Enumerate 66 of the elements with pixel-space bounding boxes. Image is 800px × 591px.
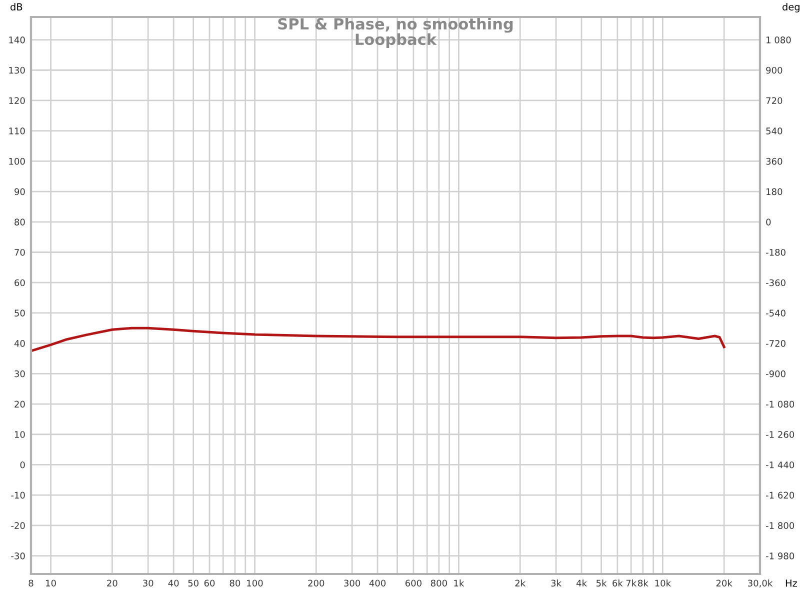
x-tick-label: 8 [28, 580, 34, 587]
x-tick-label: 600 [405, 580, 422, 587]
y2-tick-label: -1 260 [766, 431, 794, 438]
y2-tick-label: -1 080 [766, 400, 794, 408]
y-tick-label: 50 [14, 310, 25, 317]
x-tick-label: 5k [596, 580, 607, 587]
x-tick-label: 10k [655, 580, 672, 587]
y2-tick-label: -900 [766, 370, 786, 378]
x-tick-label: 100 [247, 580, 263, 587]
y2-tick-label: -1 800 [766, 522, 794, 529]
x-tick-label: 200 [308, 580, 324, 587]
y-tick-label: 80 [14, 218, 25, 226]
y2-tick-label: -1 620 [766, 492, 794, 499]
y2-tick-label: 180 [766, 188, 782, 196]
y2-tick-label: -540 [766, 310, 786, 317]
y-axis-title: dB [10, 3, 22, 11]
x-tick-label: 20k [716, 580, 732, 587]
x-tick-label: 20 [107, 580, 118, 587]
y2-tick-label: 900 [766, 66, 782, 74]
y-tick-label: 110 [9, 128, 25, 134]
y2-tick-label: -720 [766, 340, 786, 347]
y-tick-label: -10 [11, 492, 25, 499]
y2-tick-label: 540 [766, 128, 782, 134]
y2-axis-title: deg [782, 3, 800, 12]
x-axis-title: Hz [786, 580, 797, 587]
y-tick-label: 20 [14, 400, 25, 408]
x-tick-label: 10 [46, 580, 56, 587]
x-tick-label: 7k [626, 580, 637, 586]
y-tick-label: 100 [9, 158, 25, 165]
chart-title: SPL & Phase, no smoothing [278, 18, 513, 33]
y2-tick-label: -360 [766, 279, 786, 286]
x-tick-label: 60 [204, 580, 215, 587]
y2-tick-label: -180 [766, 248, 786, 256]
y2-tick-label: 360 [766, 158, 782, 165]
x-tick-label: 30 [143, 580, 154, 587]
y-tick-label: -20 [11, 522, 25, 529]
x-tick-label: 50 [188, 580, 198, 587]
x-tick-label: 40 [168, 580, 179, 587]
y2-tick-label: -1 980 [766, 552, 794, 560]
y-tick-label: 140 [9, 36, 25, 44]
y2-tick-label: -1 440 [766, 461, 794, 468]
x-tick-label: 30,0k [748, 580, 773, 588]
y2-tick-label: 1 080 [766, 36, 791, 44]
x-tick-label: 80 [230, 580, 240, 587]
y2-tick-label: 720 [766, 97, 782, 104]
y-tick-label: 30 [14, 370, 25, 378]
x-tick-label: 800 [430, 580, 447, 587]
y2-tick-label: 0 [766, 218, 771, 226]
y-tick-label: -30 [11, 552, 25, 560]
text: Loopback [356, 33, 437, 48]
y-tick-label: 40 [14, 340, 25, 347]
x-tick-label: 1k [454, 580, 464, 586]
x-tick-label: 3k [551, 580, 562, 587]
x-tick-label: 6k [612, 580, 623, 587]
y-tick-label: 60 [14, 279, 25, 286]
x-tick-label: 400 [369, 580, 386, 587]
y-tick-label: 0 [20, 461, 25, 468]
y-tick-label: 130 [9, 66, 25, 74]
y-tick-label: 90 [14, 188, 25, 196]
x-tick-label: 4k [576, 580, 587, 586]
y-tick-label: 120 [9, 97, 25, 104]
x-tick-label: 8k [638, 580, 648, 587]
x-tick-label: 2k [515, 580, 526, 586]
x-tick-label: 300 [344, 580, 360, 587]
y-tick-label: 10 [14, 431, 25, 438]
y-tick-label: 70 [14, 248, 25, 256]
